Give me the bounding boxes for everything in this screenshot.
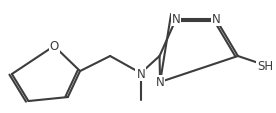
Text: N: N — [172, 13, 181, 26]
Text: N: N — [136, 67, 145, 80]
Text: SH: SH — [257, 59, 273, 72]
Text: N: N — [211, 13, 220, 26]
Text: N: N — [156, 76, 164, 89]
Text: O: O — [49, 40, 59, 53]
